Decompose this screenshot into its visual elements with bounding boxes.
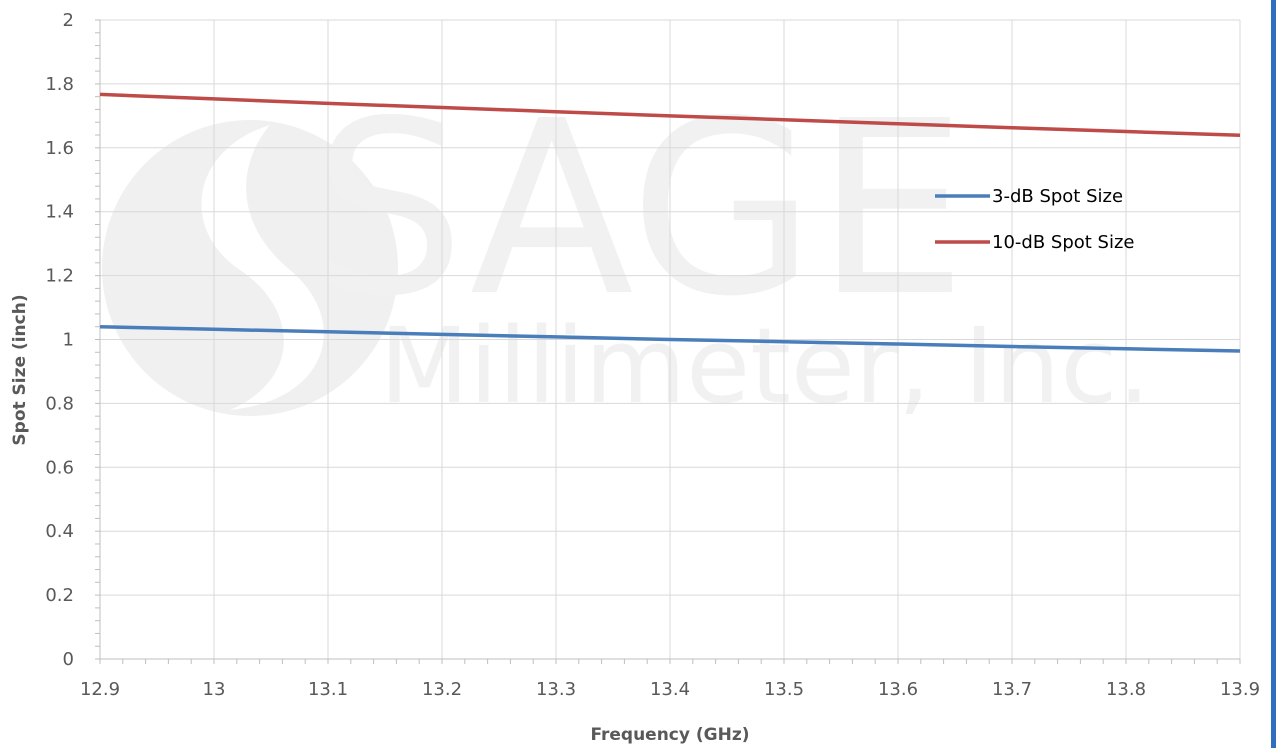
y-tick-label: 1.4 [45, 202, 74, 223]
x-tick-label: 13.1 [308, 679, 348, 700]
x-tick-label: 13.2 [422, 679, 462, 700]
x-tick-label: 13.5 [764, 679, 804, 700]
x-tick-label: 13.4 [650, 679, 690, 700]
y-tick-label: 1.2 [45, 266, 74, 287]
series-line-2 [99, 92, 1241, 138]
y-tick-label: 0.2 [45, 585, 74, 606]
y-tick-label: 0.6 [45, 457, 74, 478]
x-tick-label: 13 [203, 679, 226, 700]
gridlines [100, 19, 1241, 659]
tick-labels: 12.9 13 13.1 13.2 13.3 13.4 13.5 13.6 13.7 13.8 13… [45, 10, 1260, 700]
x-tick-label: 13.9 [1220, 679, 1260, 700]
watermark-logo-swoosh [201, 125, 324, 410]
y-axis-title: Spot Size (inch) [10, 294, 30, 445]
legend-label-2: 10-dB Spot Size [992, 232, 1135, 253]
x-tick-label: 13.6 [878, 679, 918, 700]
y-tick-label: 0.4 [45, 521, 74, 542]
axes [95, 19, 1241, 664]
x-tick-label: 12.9 [80, 679, 120, 700]
y-tick-label: 1 [63, 330, 74, 351]
series-line-1 [99, 324, 1241, 353]
legend: 3-dB Spot Size 10-dB Spot Size [935, 186, 1135, 253]
y-tick-label: 1.8 [45, 74, 74, 95]
window-edge [1271, 0, 1276, 748]
x-axis-title: Frequency (GHz) [590, 725, 749, 745]
y-tick-label: 0 [63, 649, 74, 670]
y-tick-label: 1.6 [45, 138, 74, 159]
x-tick-label: 13.7 [992, 679, 1032, 700]
watermark: SAGE Millimeter, Inc. [102, 69, 1151, 427]
x-tick-label: 13.3 [536, 679, 576, 700]
watermark-text-line2: Millimeter, Inc. [379, 305, 1150, 427]
y-tick-label: 0.8 [45, 393, 74, 414]
x-tick-label: 13.8 [1106, 679, 1146, 700]
y-tick-label: 2 [63, 10, 74, 31]
series-lines [99, 92, 1241, 353]
legend-label-1: 3-dB Spot Size [992, 186, 1123, 207]
